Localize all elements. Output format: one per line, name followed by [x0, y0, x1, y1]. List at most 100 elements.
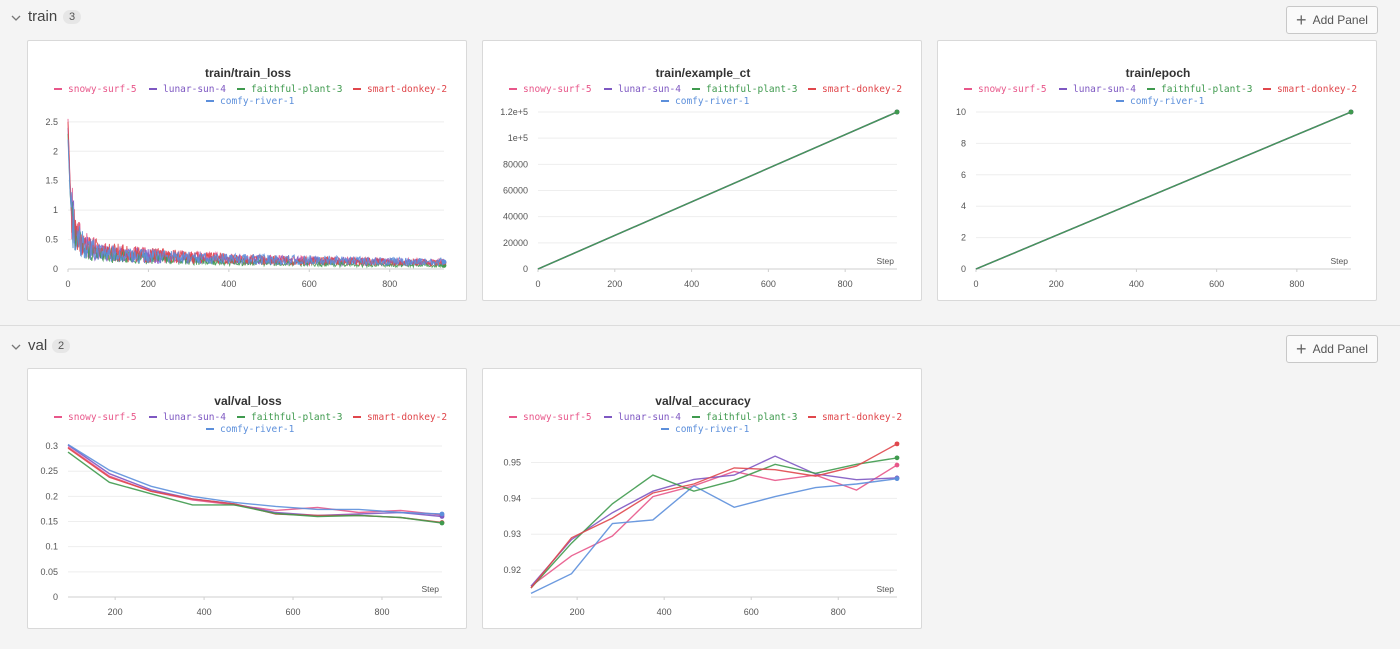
series-line: [975, 111, 1352, 270]
series-line: [67, 118, 445, 268]
series-line: [530, 478, 898, 595]
y-tick-label: 0: [961, 264, 966, 274]
series-endpoint: [439, 511, 445, 517]
y-tick-label: 1: [53, 205, 58, 215]
x-axis-label: Step: [877, 584, 895, 594]
chart-panel-epoch[interactable]: train/epoch snowy-surf-5 lunar-sun-4 faithf…: [937, 40, 1377, 301]
chart-panel-val-loss[interactable]: val/val_loss snowy-surf-5 lunar-sun-4 faith…: [27, 368, 467, 629]
y-tick-label: 40000: [503, 212, 528, 222]
series-line: [530, 457, 898, 589]
chart-panel-example-ct[interactable]: train/example_ct snowy-surf-5 lunar-sun-4 f…: [482, 40, 922, 301]
legend-entry: smart-donkey-2: [367, 412, 447, 423]
chart-panel-val-accuracy[interactable]: val/val_accuracy snowy-surf-5 lunar-sun-4 f…: [482, 368, 922, 629]
y-tick-label: 0.3: [45, 441, 58, 451]
x-tick-label: 600: [1209, 279, 1224, 289]
legend-entry: lunar-sun-4: [163, 84, 226, 95]
series-line: [530, 443, 898, 589]
add-panel-button[interactable]: + Add Panel: [1286, 6, 1378, 34]
legend-entry: smart-donkey-2: [822, 84, 902, 95]
legend-entry: lunar-sun-4: [163, 412, 226, 423]
x-tick-label: 400: [684, 279, 699, 289]
x-axis-label: Step: [422, 584, 440, 594]
y-tick-label: 80000: [503, 159, 528, 169]
series-line: [67, 444, 443, 518]
legend-entry: snowy-surf-5: [523, 84, 592, 95]
add-panel-label: Add Panel: [1312, 342, 1368, 356]
chevron-down-icon[interactable]: [11, 13, 21, 23]
y-tick-label: 6: [961, 170, 966, 180]
x-tick-label: 200: [108, 607, 123, 617]
chevron-down-icon[interactable]: [11, 342, 21, 352]
x-tick-label: 200: [570, 607, 585, 617]
series-line: [67, 139, 445, 268]
section-title[interactable]: val: [28, 337, 48, 354]
x-tick-label: 600: [761, 279, 776, 289]
series-endpoint: [894, 476, 900, 482]
y-tick-label: 0: [53, 592, 58, 602]
legend-entry: lunar-sun-4: [618, 412, 681, 423]
y-tick-label: 2: [961, 233, 966, 243]
x-tick-label: 400: [197, 607, 212, 617]
x-axis-label: Step: [877, 256, 895, 266]
series-endpoint: [894, 109, 900, 115]
series-line: [67, 133, 445, 269]
y-tick-label: 1.5: [45, 176, 58, 186]
add-panel-button[interactable]: + Add Panel: [1286, 335, 1378, 363]
y-tick-label: 60000: [503, 186, 528, 196]
legend-entry: smart-donkey-2: [1277, 84, 1357, 95]
section-title[interactable]: train: [28, 8, 58, 25]
y-tick-label: 2: [53, 146, 58, 156]
series-line: [67, 451, 443, 524]
legend-entry: comfy-river-1: [675, 424, 750, 435]
y-tick-label: 4: [961, 201, 966, 211]
y-tick-label: 1e+5: [508, 133, 528, 143]
y-tick-label: 0.2: [45, 491, 58, 501]
y-tick-label: 10: [956, 107, 966, 117]
section-divider: [0, 325, 1400, 326]
legend-entry: snowy-surf-5: [68, 412, 137, 423]
y-tick-label: 0.92: [503, 565, 521, 575]
chart-title: train/epoch: [1126, 66, 1191, 80]
section-header-train: train 3 + Add Panel: [0, 0, 1400, 36]
series-endpoint: [894, 462, 900, 468]
series-line: [537, 111, 898, 270]
chart-panel-train-loss[interactable]: train/train_loss snowy-surf-5 lunar-sun-4 f…: [27, 40, 467, 301]
legend-entry: faithful-plant-3: [706, 412, 798, 423]
y-tick-label: 0.05: [40, 567, 58, 577]
panel-count-badge: 3: [63, 10, 82, 24]
section-header-val: val 2 + Add Panel: [0, 329, 1400, 365]
series-endpoint: [439, 520, 445, 526]
legend-entry: faithful-plant-3: [1161, 84, 1253, 95]
series-endpoint: [894, 455, 900, 461]
legend-entry: smart-donkey-2: [367, 84, 447, 95]
y-tick-label: 8: [961, 138, 966, 148]
x-tick-label: 600: [286, 607, 301, 617]
x-tick-label: 800: [831, 607, 846, 617]
y-tick-label: 1.2e+5: [500, 107, 528, 117]
series-line: [67, 443, 443, 515]
x-tick-label: 400: [657, 607, 672, 617]
legend-entry: faithful-plant-3: [251, 412, 343, 423]
y-tick-label: 2.5: [45, 117, 58, 127]
chart-title: val/val_loss: [214, 394, 282, 408]
series-endpoint: [1348, 109, 1354, 115]
x-tick-label: 200: [1049, 279, 1064, 289]
x-tick-label: 200: [607, 279, 622, 289]
x-tick-label: 600: [302, 279, 317, 289]
chart-train-loss: train/train_loss snowy-surf-5 lunar-sun-4 f…: [45, 66, 447, 289]
y-tick-label: 0.94: [503, 493, 521, 503]
legend-entry: snowy-surf-5: [978, 84, 1047, 95]
y-tick-label: 0.5: [45, 235, 58, 245]
series-line: [67, 127, 445, 268]
chart-example-ct: train/example_ct snowy-surf-5 lunar-sun-4 f…: [500, 66, 902, 289]
x-tick-label: 800: [838, 279, 853, 289]
x-tick-label: 800: [382, 279, 397, 289]
legend-entry: snowy-surf-5: [523, 412, 592, 423]
legend-entry: comfy-river-1: [220, 96, 295, 107]
y-tick-label: 0.95: [503, 458, 521, 468]
y-tick-label: 0: [53, 264, 58, 274]
plus-icon: +: [1296, 10, 1307, 30]
x-tick-label: 800: [374, 607, 389, 617]
y-tick-label: 0.25: [40, 466, 58, 476]
series-line: [530, 464, 898, 587]
